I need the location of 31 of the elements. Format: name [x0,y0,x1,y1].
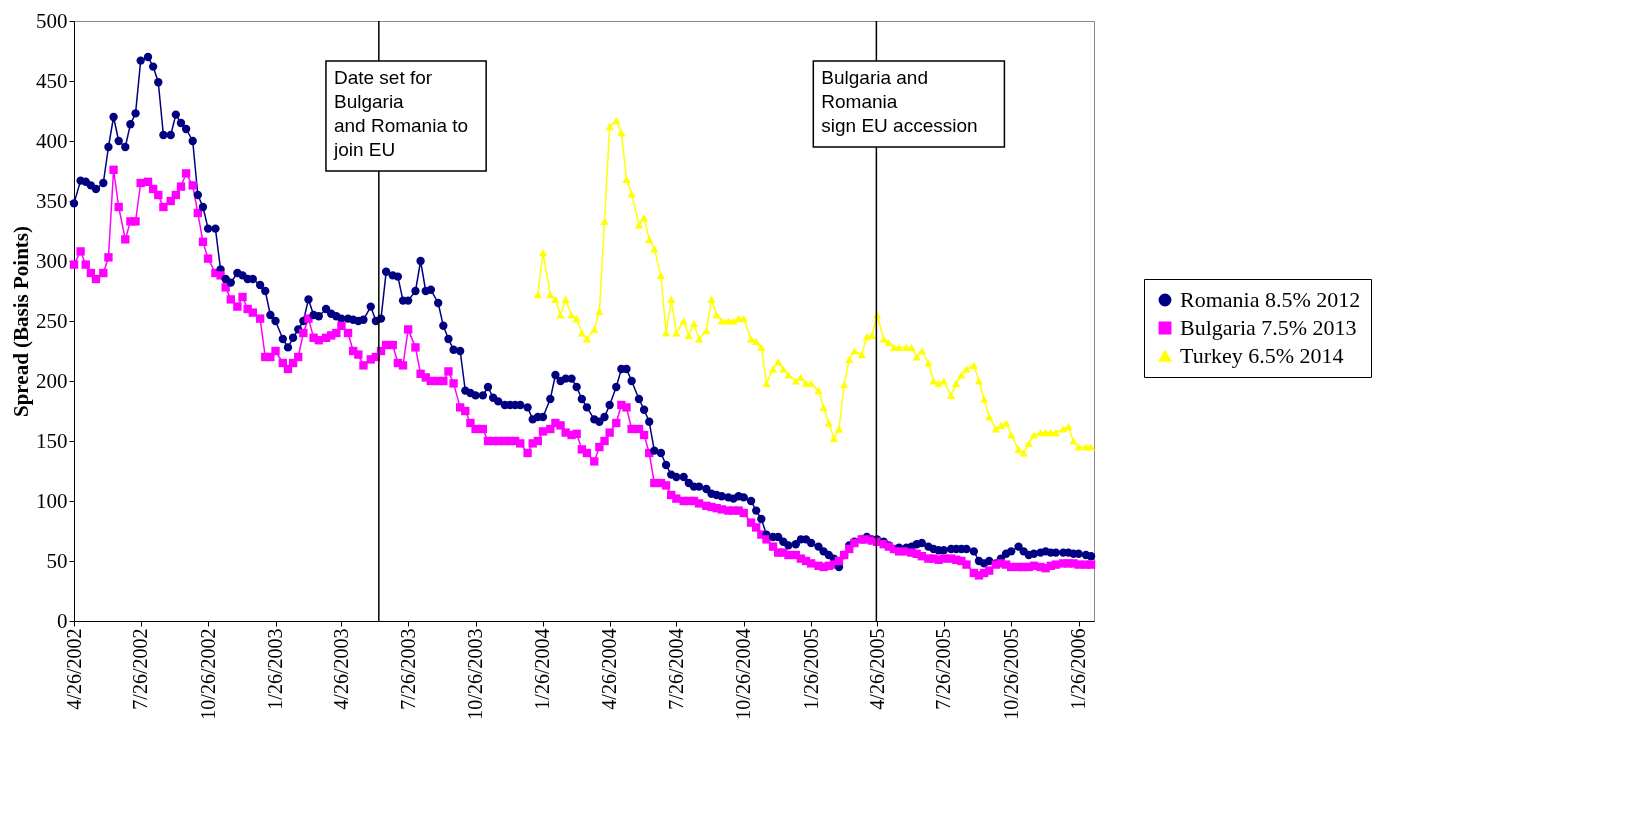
y-tick-label: 450 [36,68,68,93]
ref-line-label: Date set for Bulgaria and Romania to join EU [332,67,469,160]
y-tick-label: 100 [36,488,68,513]
x-tick-label: 7/26/2002 [129,628,152,710]
x-tick-label: 7/26/2003 [396,628,419,710]
x-tick-label: 1/26/2004 [531,628,554,710]
y-tick-label: 150 [36,428,68,453]
x-tick-label: 1/26/2006 [1067,628,1090,710]
x-tick-label: 7/26/2005 [932,628,955,710]
x-tick-label: 10/26/2002 [196,628,219,720]
y-tick-label: 250 [36,308,68,333]
x-tick-label: 4/26/2004 [598,628,621,710]
y-tick-label: 350 [36,188,68,213]
y-axis-title: Spread (Basis Points) [9,226,33,417]
x-tick-label: 10/26/2003 [464,628,487,720]
legend-label: Romania 8.5% 2012 [1180,287,1361,312]
y-tick-label: 400 [36,128,68,153]
x-tick-label: 4/26/2005 [865,628,888,710]
x-tick-label: 1/26/2005 [799,628,822,710]
y-tick-label: 50 [46,548,68,573]
legend-label: Bulgaria 7.5% 2013 [1180,315,1357,340]
y-tick-label: 200 [36,368,68,393]
x-tick-label: 7/26/2004 [664,628,687,710]
x-tick-label: 10/26/2004 [732,628,755,720]
ref-line-label: Bulgaria and Romania sign EU accession [821,67,978,136]
y-tick-label: 300 [36,248,68,273]
x-tick-label: 4/26/2003 [329,628,352,710]
y-tick-label: 500 [36,8,68,33]
x-tick-label: 1/26/2003 [264,628,287,710]
legend-label: Turkey 6.5% 2014 [1180,343,1344,368]
x-tick-label: 10/26/2005 [999,628,1022,720]
